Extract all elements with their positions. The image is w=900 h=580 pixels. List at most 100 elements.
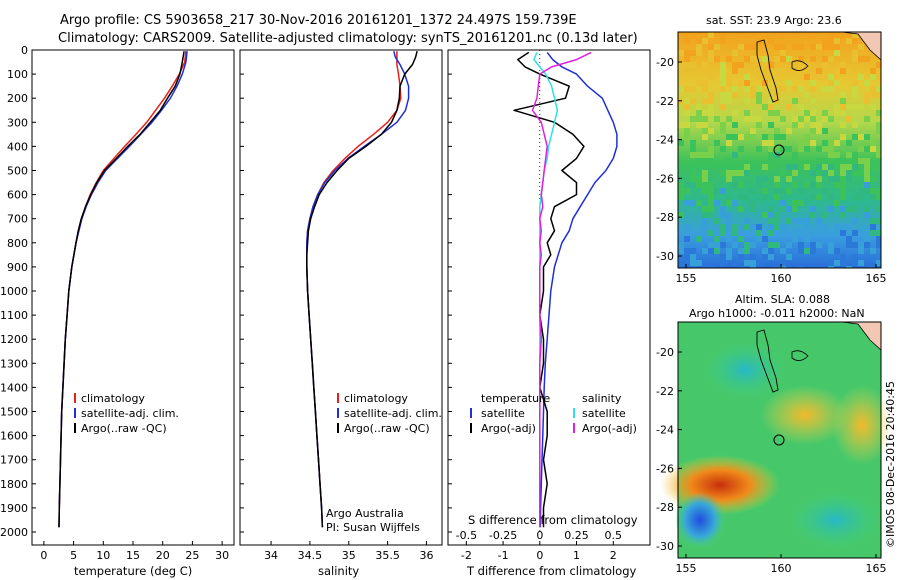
map-y-tick-label: -22 xyxy=(656,385,674,398)
sst-pixel xyxy=(720,86,726,92)
sst-pixel xyxy=(726,68,732,74)
sst-pixel xyxy=(846,242,852,248)
sst-pixel xyxy=(852,164,858,170)
sst-pixel xyxy=(708,194,714,200)
sst-pixel xyxy=(768,158,774,164)
sst-pixel xyxy=(840,170,846,176)
sst-pixel xyxy=(774,218,780,224)
sst-pixel xyxy=(762,194,768,200)
sst-pixel xyxy=(768,134,774,140)
legend-argo: Argo(..raw -QC) xyxy=(344,422,430,435)
sst-pixel xyxy=(876,260,881,266)
s-tick-label: 0.25 xyxy=(564,529,589,542)
sst-coastline xyxy=(756,39,779,103)
sst-pixel xyxy=(786,164,792,170)
sst-pixel xyxy=(852,242,858,248)
depth-tick-label: 1100 xyxy=(0,309,28,322)
depth-tick-label: 1300 xyxy=(0,357,28,370)
sst-pixel xyxy=(828,164,834,170)
sst-pixel xyxy=(822,164,828,170)
header-line1: Argo profile: CS 5903658_217 30-Nov-2016… xyxy=(60,13,577,28)
map-y-tick-label: -30 xyxy=(656,250,674,263)
sst-pixel xyxy=(828,242,834,248)
sst-pixel xyxy=(678,122,684,128)
sst-pixel xyxy=(822,212,828,218)
sst-pixel xyxy=(852,206,858,212)
sst-pixel xyxy=(822,56,828,62)
sst-pixel xyxy=(684,134,690,140)
sst-pixel xyxy=(810,194,816,200)
sst-pixel xyxy=(768,146,774,152)
sst-pixel xyxy=(690,32,696,38)
sst-pixel xyxy=(876,242,881,248)
sst-pixel xyxy=(696,260,702,266)
sst-pixel xyxy=(828,266,834,268)
salinity-xlabel: salinity xyxy=(318,564,359,578)
sst-pixel xyxy=(846,116,852,122)
salinity-legend: climatology satellite-adj. clim. Argo(..… xyxy=(337,392,442,435)
sst-pixel xyxy=(768,122,774,128)
legend-argo: Argo(..raw -QC) xyxy=(81,422,167,435)
sst-pixel xyxy=(726,248,732,254)
sst-pixel xyxy=(678,68,684,74)
sst-pixel xyxy=(846,32,852,38)
sst-pixel xyxy=(774,176,780,182)
sst-pixel xyxy=(690,260,696,266)
sst-pixel xyxy=(858,170,864,176)
sst-pixel xyxy=(720,74,726,80)
sst-pixel xyxy=(876,236,881,242)
sst-pixel xyxy=(756,56,762,62)
sst-pixel xyxy=(714,242,720,248)
sst-pixel xyxy=(768,74,774,80)
sst-pixel xyxy=(870,86,876,92)
sst-pixel xyxy=(786,188,792,194)
depth-tick-label: 700 xyxy=(7,213,28,226)
sst-pixel xyxy=(756,230,762,236)
sst-pixel xyxy=(870,230,876,236)
sst-pixel xyxy=(780,146,786,152)
sst-pixel xyxy=(792,122,798,128)
sst-pixel xyxy=(774,68,780,74)
sst-pixel xyxy=(792,152,798,158)
sst-pixel xyxy=(720,224,726,230)
sst-pixel xyxy=(864,176,870,182)
sst-pixel xyxy=(822,224,828,230)
sst-pixel xyxy=(846,68,852,74)
sst-pixel xyxy=(822,140,828,146)
sst-pixel xyxy=(804,182,810,188)
sst-pixel xyxy=(720,128,726,134)
sst-pixel xyxy=(858,56,864,62)
sst-pixel xyxy=(792,164,798,170)
sst-pixel xyxy=(828,56,834,62)
sst-pixel xyxy=(744,32,750,38)
sst-pixel xyxy=(708,74,714,80)
sst-pixel xyxy=(786,146,792,152)
sst-pixel xyxy=(690,98,696,104)
sst-pixel xyxy=(852,50,858,56)
sst-pixel xyxy=(702,248,708,254)
sst-pixel xyxy=(780,86,786,92)
x-tick-label: 36 xyxy=(419,549,433,562)
sst-pixel xyxy=(828,116,834,122)
sst-pixel xyxy=(744,134,750,140)
sst-pixel xyxy=(774,44,780,50)
sst-pixel xyxy=(690,200,696,206)
sst-pixel xyxy=(756,122,762,128)
sst-pixel xyxy=(762,164,768,170)
sst-pixel xyxy=(708,158,714,164)
sst-pixel xyxy=(768,98,774,104)
sst-pixel xyxy=(684,98,690,104)
sst-pixel xyxy=(702,128,708,134)
sst-pixel xyxy=(750,32,756,38)
sst-pixel xyxy=(828,38,834,44)
sst-pixel xyxy=(846,38,852,44)
sst-pixel xyxy=(804,110,810,116)
legend-satellite: satellite-adj. clim. xyxy=(344,407,442,420)
sst-pixel xyxy=(810,116,816,122)
sst-pixel xyxy=(870,146,876,152)
sst-pixel xyxy=(768,68,774,74)
sst-pixel xyxy=(870,68,876,74)
sst-pixel xyxy=(858,146,864,152)
depth-tick-label: 900 xyxy=(7,261,28,274)
